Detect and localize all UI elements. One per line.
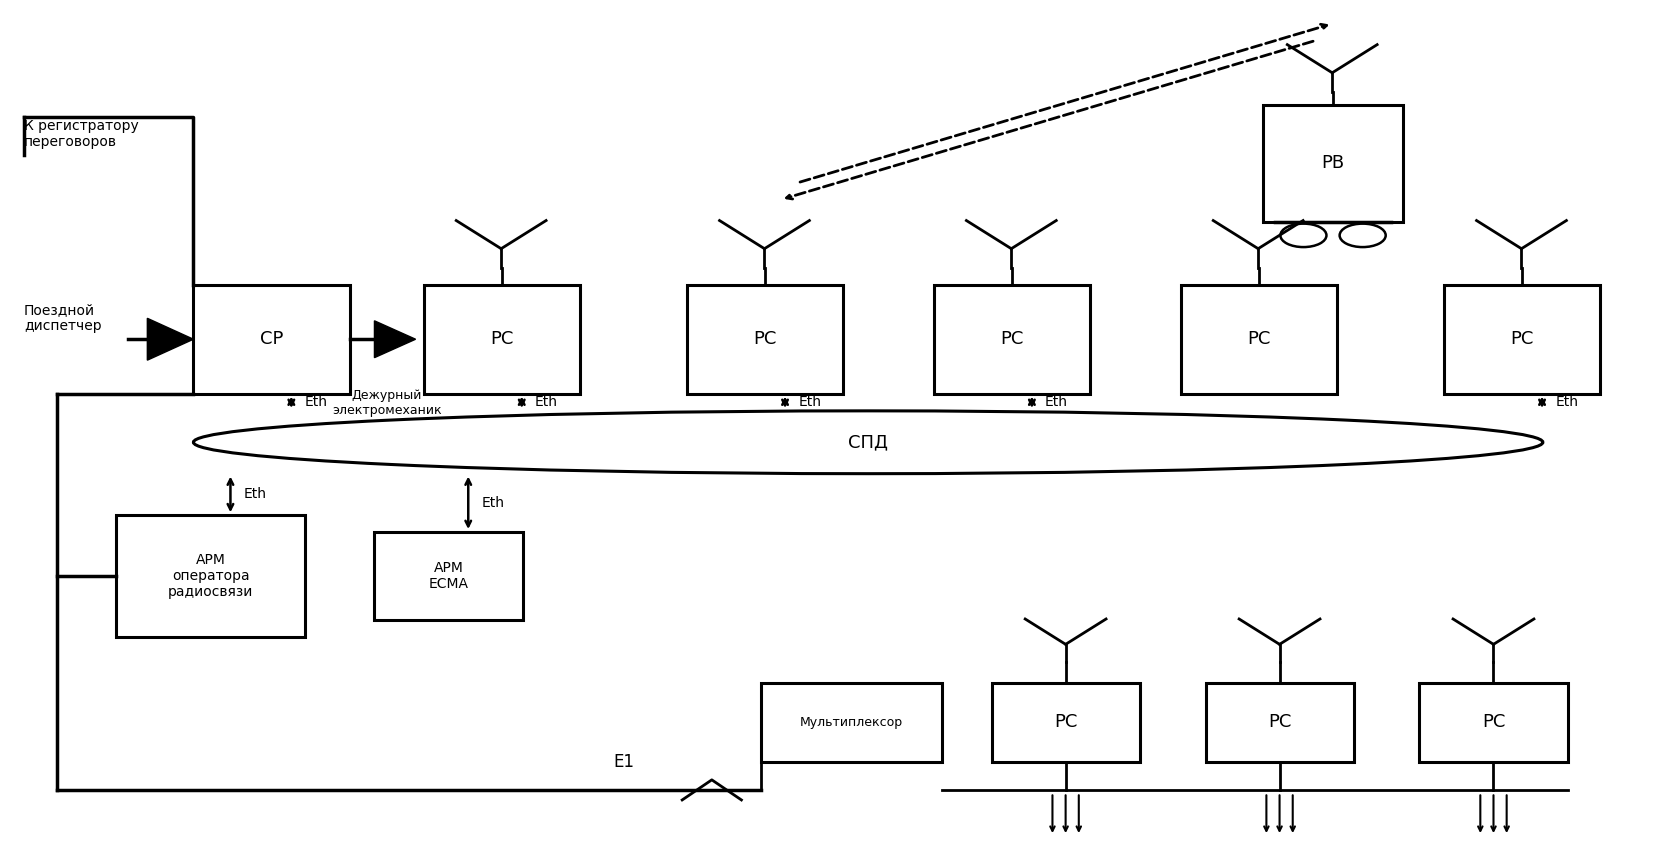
Text: Eth: Eth <box>481 496 504 510</box>
Text: РС: РС <box>1247 330 1270 349</box>
Text: РС: РС <box>754 330 777 349</box>
Text: РС: РС <box>1482 713 1505 732</box>
Bar <box>116 515 306 636</box>
Text: Eth: Eth <box>243 487 266 502</box>
Bar <box>1206 683 1353 762</box>
Bar <box>935 285 1090 393</box>
Polygon shape <box>147 318 194 360</box>
Text: СПД: СПД <box>849 433 888 451</box>
Text: РС: РС <box>1054 713 1077 732</box>
Text: РВ: РВ <box>1322 154 1345 173</box>
Text: Eth: Eth <box>1045 395 1068 409</box>
Text: Дежурный
электромеханик: Дежурный электромеханик <box>332 389 442 417</box>
Text: E1: E1 <box>614 754 633 772</box>
Text: СР: СР <box>260 330 283 349</box>
Text: АРМ
ЕСМА: АРМ ЕСМА <box>428 561 468 591</box>
Text: Eth: Eth <box>799 395 820 409</box>
Text: АРМ
оператора
радиосвязи: АРМ оператора радиосвязи <box>169 552 253 599</box>
Text: Eth: Eth <box>534 395 557 409</box>
Bar <box>1181 285 1336 393</box>
Bar <box>991 683 1140 762</box>
Text: РС: РС <box>490 330 514 349</box>
Bar <box>1419 683 1568 762</box>
Bar <box>686 285 844 393</box>
Bar <box>761 683 943 762</box>
Text: К регистратору
переговоров: К регистратору переговоров <box>23 119 139 149</box>
Ellipse shape <box>194 411 1543 474</box>
Bar <box>1264 105 1403 222</box>
Text: Eth: Eth <box>304 395 327 409</box>
Polygon shape <box>374 321 415 358</box>
Text: Поездной
диспетчер: Поездной диспетчер <box>23 303 101 333</box>
Bar <box>194 285 349 393</box>
Bar <box>1444 285 1601 393</box>
Bar <box>374 532 523 620</box>
Bar <box>423 285 581 393</box>
Text: РС: РС <box>1510 330 1533 349</box>
Text: РС: РС <box>1269 713 1292 732</box>
Text: РС: РС <box>1001 330 1024 349</box>
Text: Eth: Eth <box>1555 395 1578 409</box>
Text: Мультиплексор: Мультиплексор <box>801 716 903 729</box>
